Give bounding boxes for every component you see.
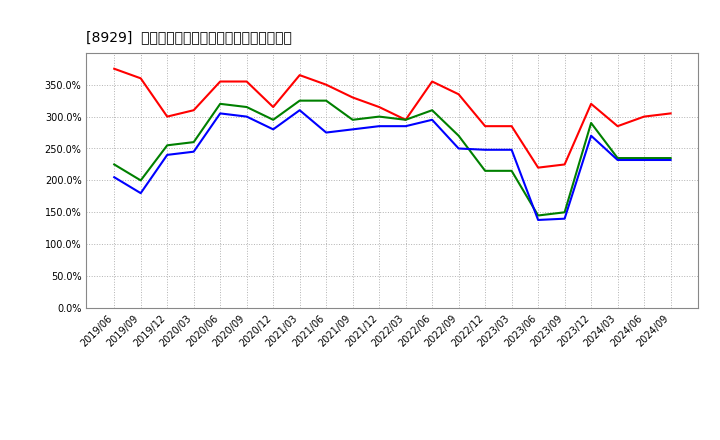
当座比率 [401, 117, 410, 122]
現預金比率 [216, 111, 225, 116]
当座比率 [136, 178, 145, 183]
現預金比率 [454, 146, 463, 151]
当座比率 [587, 120, 595, 126]
流動比率 [481, 124, 490, 129]
流動比率 [534, 165, 542, 170]
流動比率 [216, 79, 225, 84]
現預金比率 [322, 130, 330, 135]
流動比率 [640, 114, 649, 119]
流動比率 [613, 124, 622, 129]
当座比率 [375, 114, 384, 119]
現預金比率 [401, 124, 410, 129]
当座比率 [189, 139, 198, 145]
流動比率 [560, 162, 569, 167]
流動比率 [136, 76, 145, 81]
現預金比率 [508, 147, 516, 152]
当座比率 [481, 168, 490, 173]
現預金比率 [666, 158, 675, 163]
現預金比率 [189, 149, 198, 154]
当座比率 [454, 133, 463, 139]
流動比率 [269, 104, 277, 110]
流動比率 [401, 117, 410, 122]
流動比率 [243, 79, 251, 84]
当座比率 [110, 162, 119, 167]
現預金比率 [348, 127, 357, 132]
当座比率 [613, 155, 622, 161]
流動比率 [110, 66, 119, 71]
現預金比率 [269, 127, 277, 132]
当座比率 [322, 98, 330, 103]
現預金比率 [295, 107, 304, 113]
現預金比率 [428, 117, 436, 122]
当座比率 [508, 168, 516, 173]
現預金比率 [613, 158, 622, 163]
現預金比率 [640, 158, 649, 163]
現預金比率 [481, 147, 490, 152]
流動比率 [454, 92, 463, 97]
現預金比率 [136, 191, 145, 196]
流動比率 [508, 124, 516, 129]
現預金比率 [587, 133, 595, 139]
流動比率 [587, 101, 595, 106]
流動比率 [163, 114, 171, 119]
流動比率 [322, 82, 330, 87]
当座比率 [269, 117, 277, 122]
現預金比率 [375, 124, 384, 129]
Line: 現預金比率: 現預金比率 [114, 110, 670, 220]
流動比率 [189, 107, 198, 113]
流動比率 [348, 95, 357, 100]
現預金比率 [110, 175, 119, 180]
当座比率 [560, 210, 569, 215]
流動比率 [666, 111, 675, 116]
流動比率 [295, 73, 304, 78]
Line: 当座比率: 当座比率 [114, 101, 670, 216]
現預金比率 [560, 216, 569, 221]
当座比率 [666, 155, 675, 161]
当座比率 [640, 155, 649, 161]
現預金比率 [534, 217, 542, 223]
当座比率 [534, 213, 542, 218]
当座比率 [295, 98, 304, 103]
当座比率 [216, 101, 225, 106]
現預金比率 [163, 152, 171, 158]
当座比率 [428, 107, 436, 113]
当座比率 [243, 104, 251, 110]
当座比率 [348, 117, 357, 122]
現預金比率 [243, 114, 251, 119]
Line: 流動比率: 流動比率 [114, 69, 670, 168]
流動比率 [428, 79, 436, 84]
当座比率 [163, 143, 171, 148]
流動比率 [375, 104, 384, 110]
Text: [8929]  流動比率、当座比率、現預金比率の推移: [8929] 流動比率、当座比率、現預金比率の推移 [86, 31, 292, 45]
